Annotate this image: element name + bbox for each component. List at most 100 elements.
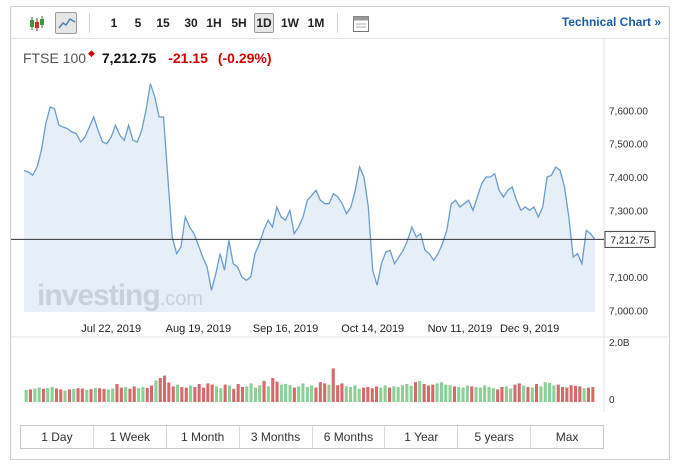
volume-bar [444,384,448,402]
volume-bar [413,382,417,402]
volume-bar [184,387,188,402]
volume-bar [214,386,218,402]
volume-bar [210,384,214,402]
volume-bar [426,385,430,402]
volume-bar [513,384,517,402]
x-tick-label: Oct 14, 2019 [341,323,404,335]
volume-bar [561,387,565,402]
volume-bar [67,389,71,402]
y-tick-label: 7,600.00 [609,106,648,117]
volume-bar [327,384,331,402]
volume-bar [80,388,84,402]
volume-bar [569,385,573,402]
volume-bar [388,387,392,402]
volume-bar [461,387,465,402]
volume-bar [249,383,253,402]
interval-button-1h[interactable]: 1H [206,16,222,30]
volume-bar [150,385,154,402]
volume-bar [206,383,210,402]
volume-bar [383,385,387,402]
interval-button-30[interactable]: 30 [184,16,198,30]
interval-button-1d[interactable]: 1D [254,13,274,33]
toolbar-divider [89,13,90,33]
volume-bar [236,384,240,402]
candlestick-chart-button[interactable] [25,12,47,34]
area-chart-button[interactable] [55,12,77,34]
volume-bar [349,387,353,402]
volume-bar [370,388,374,402]
volume-bar [167,382,171,402]
volume-bar [543,382,547,402]
technical-chart-link[interactable]: Technical Chart » [561,15,661,29]
x-tick-label: Jul 22, 2019 [81,323,141,335]
volume-bar [452,386,456,402]
x-tick-label: Aug 19, 2019 [166,323,231,335]
volume-bar [297,386,301,402]
interval-button-1m[interactable]: 1M [307,16,325,30]
x-tick-label: Nov 11, 2019 [428,323,493,335]
volume-bar [565,387,569,402]
volume-bar [379,387,383,402]
volume-bar [470,386,474,402]
volume-bar [258,385,262,402]
volume-bar [409,385,413,402]
volume-bar [223,384,227,402]
volume-bar [405,384,409,402]
price-line [23,83,596,291]
volume-bar [586,387,590,402]
range-button-6-months[interactable]: 6 Months [313,426,386,448]
range-button-1-month[interactable]: 1 Month [167,426,240,448]
chart-settings-button[interactable] [349,12,371,34]
volume-bar [115,384,119,402]
price-chart[interactable]: investing.com7,212.757,600.007,500.007,4… [11,7,671,417]
volume-bar [41,388,45,402]
volume-bar [176,384,180,402]
volume-bar [318,382,322,402]
volume-bar [76,388,80,402]
volume-bar [483,385,487,402]
range-button-1-week[interactable]: 1 Week [94,426,167,448]
interval-button-5[interactable]: 5 [134,16,142,30]
volume-bar [163,375,167,402]
range-button-3-months[interactable]: 3 Months [240,426,313,448]
range-button-1-day[interactable]: 1 Day [21,426,94,448]
down-arrow-icon: ◆ [88,48,95,58]
volume-bar [24,390,28,402]
interval-button-5h[interactable]: 5H [231,16,247,30]
volume-bar [37,387,41,402]
volume-bar [474,387,478,402]
volume-bar [357,388,361,402]
volume-bar [366,387,370,402]
range-button-5-years[interactable]: 5 years [458,426,532,448]
interval-button-1w[interactable]: 1W [281,16,299,30]
range-button-max[interactable]: Max [555,430,579,444]
volume-bar [500,387,504,402]
volume-bar [509,388,513,402]
volume-bar [85,390,89,402]
candlestick-icon [30,16,44,31]
interval-button-15[interactable]: 15 [156,16,170,30]
volume-bar [193,387,197,402]
interval-button-1[interactable]: 1 [110,16,118,30]
area-chart-icon [58,17,76,29]
volume-bar [124,387,128,402]
volume-bar [154,380,158,402]
x-tick-label: Dec 9, 2019 [500,323,559,335]
volume-bar [54,388,58,402]
y-tick-label: 7,400.00 [609,173,648,184]
volume-bar [28,389,32,402]
toolbar-divider [337,13,338,33]
volume-bar [72,388,76,402]
range-button-1-year[interactable]: 1 Year [385,426,459,448]
volume-bar [331,368,335,402]
instrument-name: FTSE 100 [23,50,87,66]
volume-bar [457,387,461,402]
time-range-selector: 1 Day 1 Week 1 Month 3 Months 6 Months 1 Year… [20,425,604,449]
volume-bar [504,386,508,402]
y-tick-label: 7,500.00 [609,140,648,151]
last-price: 7,212.75 [101,50,157,66]
volume-bar [323,383,327,402]
y-tick-label: 7,100.00 [609,273,648,284]
volume-bar [141,387,145,402]
volume-bar [591,387,595,402]
